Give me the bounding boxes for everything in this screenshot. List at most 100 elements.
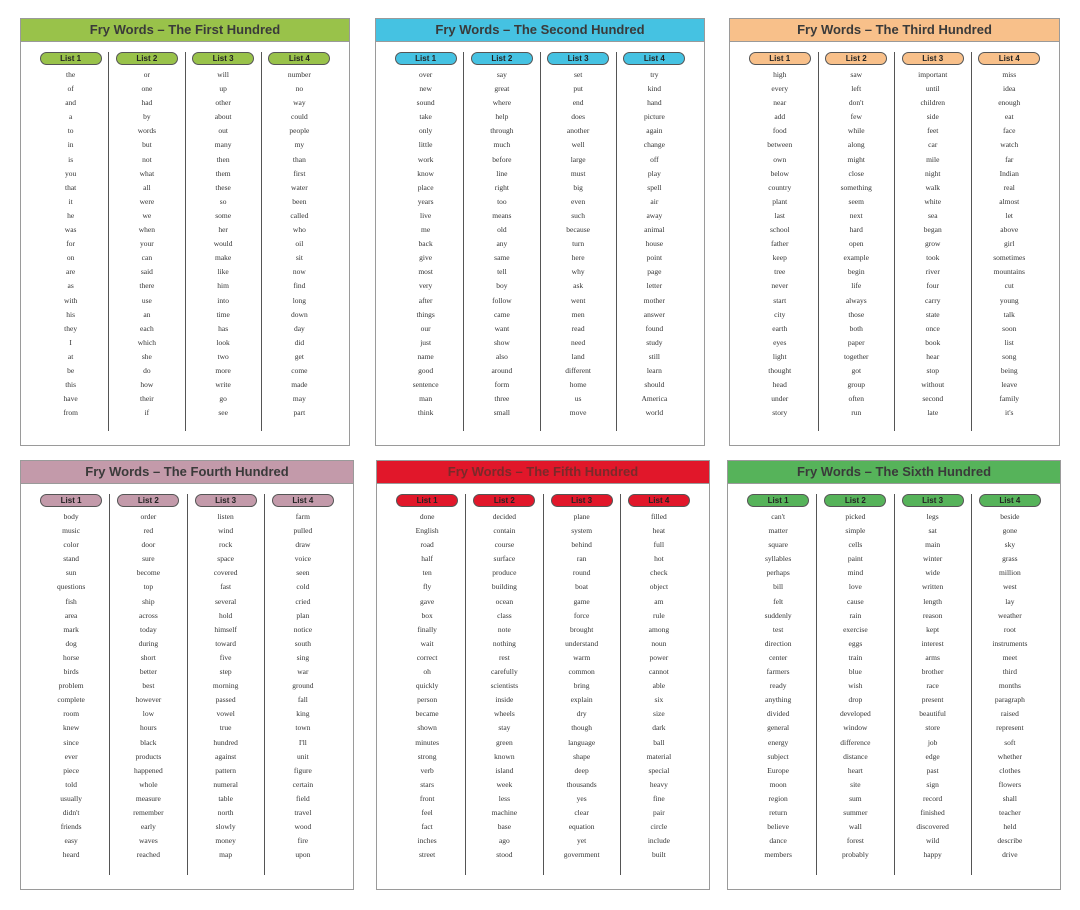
word-item: energy [767,737,789,747]
word-item: finished [920,807,945,817]
word-item: late [927,408,939,418]
word-item: whether [997,751,1022,761]
word-list: can't matter square syllables perhaps bill fel… [740,510,816,862]
word-item: rule [653,610,665,620]
word-item: to [67,126,74,136]
list-label-pill: List 3 [901,52,964,65]
word-item: arms [925,652,940,662]
word-item: gone [1002,526,1018,536]
word-item: against [215,751,237,761]
word-item: then [216,154,230,164]
word-item: noun [651,638,667,648]
word-list: saw left don't few while along might close somet… [819,68,895,420]
word-item: behind [571,540,592,550]
word-item: without [921,380,945,390]
word-item: car [928,140,938,150]
word-item: play [647,168,661,178]
word-list-column: List 2 decided contain course surface produce… [465,494,542,875]
word-item: happened [134,765,163,775]
word-item: ran [576,554,587,564]
word-item: English [415,526,439,536]
list-label-pill: List 3 [550,494,613,507]
word-item: things [416,309,435,319]
list-label-pill: List 4 [978,52,1041,65]
word-item: pair [653,807,665,817]
word-item: the [66,70,76,79]
word-item: why [571,267,585,277]
word-item: color [63,540,79,550]
word-item: miss [1002,70,1017,79]
word-item: different [565,365,591,375]
word-item: months [998,681,1021,691]
word-item: were [139,196,155,206]
word-item: money [215,836,236,846]
word-item: what [139,168,155,178]
word-item: may [292,394,306,404]
word-list-column: List 2 or one had by words but not what all were we… [108,52,184,431]
word-item: tell [497,267,507,277]
word-item: that [65,182,77,192]
word-item: job [927,737,938,747]
word-list: the of and a to in is you that it he was for on are as w… [33,68,108,420]
word-item: far [1005,154,1014,164]
word-item: best [142,681,155,691]
word-item: ship [142,596,155,606]
word-item: men [571,309,585,319]
word-item: just [420,337,432,347]
word-item: such [571,210,585,220]
word-item: ever [64,751,78,761]
word-item: full [653,540,665,550]
word-item: map [219,850,233,860]
word-item: dog [65,638,77,648]
word-item: material [646,751,672,761]
list-label-pill: List 1 [747,494,810,507]
word-item: sure [142,554,155,564]
word-item: reached [136,850,161,860]
word-item: deep [574,765,589,775]
word-list-column: List 2 order red door sure become top ship acros… [109,494,186,875]
word-item: third [1002,667,1017,677]
word-item: came [493,309,510,319]
word-item: describe [997,836,1023,846]
word-item: house [645,239,664,249]
word-item: let [1005,210,1014,220]
list-label-pill: List 3 [547,52,610,65]
word-item: wild [925,836,940,846]
word-item: too [497,196,507,206]
word-item: with [63,295,78,305]
word-item: verb [420,765,434,775]
list-label-pill: List 4 [271,494,334,507]
word-item: today [140,624,157,634]
word-item: could [291,112,308,122]
word-item: green [496,737,513,747]
word-item: site [850,779,861,789]
word-lists: List 1 over new sound take only little work know… [388,52,692,431]
word-item: was [64,225,77,235]
word-item: members [764,850,792,860]
word-list-column: List 1 high every near add food between own belo… [742,52,818,431]
word-item: sign [926,779,939,789]
word-item: around [491,365,513,375]
word-list: number no way could people my than first water be… [262,68,337,420]
word-item: farm [295,512,310,521]
card-title: Fry Words – The Fourth Hundred [21,461,353,484]
word-item: not [142,154,152,164]
word-item: Europe [767,765,789,775]
word-item: better [139,667,157,677]
word-item: six [654,695,664,705]
word-item: dry [576,709,587,719]
word-item: moon [769,779,787,789]
word-item: fly [422,582,432,592]
word-item: is [68,154,74,164]
word-item: means [492,210,512,220]
word-item: together [843,351,869,361]
word-item: complete [57,695,85,705]
word-item: all [143,182,151,192]
word-item: like [217,267,229,277]
word-item: become [136,568,161,578]
card-title: Fry Words – The Sixth Hundred [728,461,1060,484]
word-item: close [848,168,864,178]
list-label-pill: List 1 [39,52,102,65]
word-item: paragraph [994,695,1025,705]
word-item: black [140,737,157,747]
